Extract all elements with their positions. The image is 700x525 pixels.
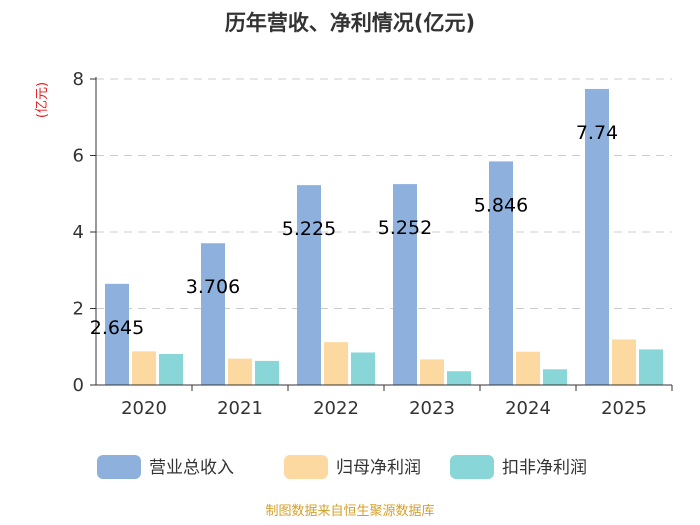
legend-label: 归母净利润 (336, 458, 421, 478)
legend-label: 营业总收入 (149, 458, 234, 478)
x-tick-label-2024: 2024 (505, 398, 551, 419)
data-label-2022: 5.225 (282, 218, 336, 240)
y-tick-label-4: 8 (73, 69, 84, 90)
y-axis-label: (亿元) (35, 82, 50, 118)
x-tick-label-2025: 2025 (601, 398, 647, 419)
source-credit: 制图数据来自恒生聚源数据库 (265, 503, 434, 519)
bar-1-2020 (105, 283, 129, 385)
y-tick-label-2: 4 (73, 222, 84, 243)
bar-2-2025 (612, 339, 636, 385)
legend-swatch (97, 455, 141, 479)
x-tick-label-2023: 2023 (409, 398, 455, 419)
bar-1-2024 (489, 161, 513, 385)
legend-swatch (284, 455, 328, 479)
gridlines (96, 78, 672, 309)
bar-2-2023 (420, 359, 444, 385)
legend-item-1[interactable]: 营业总收入 (97, 455, 234, 479)
bar-3-2021 (255, 360, 279, 385)
x-tick-label-2022: 2022 (313, 398, 359, 419)
legend-item-2[interactable]: 归母净利润 (284, 455, 421, 479)
y-tick-label-1: 2 (73, 299, 84, 320)
bar-2-2024 (516, 351, 540, 385)
bars (105, 88, 663, 385)
bar-1-2025 (585, 88, 609, 385)
bar-1-2023 (393, 184, 417, 385)
data-label-2023: 5.252 (378, 217, 432, 239)
bar-3-2022 (351, 352, 375, 385)
bar-3-2023 (447, 371, 471, 385)
legend-label: 扣非净利润 (502, 458, 587, 478)
data-label-2020: 2.645 (90, 317, 144, 339)
data-label-2025: 7.74 (576, 122, 618, 144)
chart-title: 历年营收、净利情况(亿元) (225, 11, 475, 35)
y-tick-label-3: 6 (73, 146, 84, 167)
bar-2-2021 (228, 358, 252, 385)
x-tick-label-2021: 2021 (217, 398, 263, 419)
bar-1-2021 (201, 243, 225, 385)
data-labels: 2.645 3.706 5.225 5.252 5.846 7.74 (90, 122, 618, 339)
data-label-2021: 3.706 (186, 276, 240, 298)
bar-3-2020 (159, 354, 183, 385)
y-tick-label-0: 0 (73, 375, 84, 396)
x-tick-label-2020: 2020 (121, 398, 167, 419)
axes: 0 2 4 6 8 2020 2021 2022 2023 2024 2025 (73, 69, 673, 419)
legend-item-3[interactable]: 扣非净利润 (450, 455, 587, 479)
legend[interactable]: 营业总收入 归母净利润 扣非净利润 (97, 455, 587, 479)
bar-2-2020 (132, 351, 156, 385)
bar-1-2022 (297, 185, 321, 385)
bar-3-2025 (639, 349, 663, 385)
legend-swatch (450, 455, 494, 479)
data-label-2024: 5.846 (474, 194, 528, 216)
bar-2-2022 (324, 342, 348, 385)
bar-3-2024 (543, 369, 567, 385)
